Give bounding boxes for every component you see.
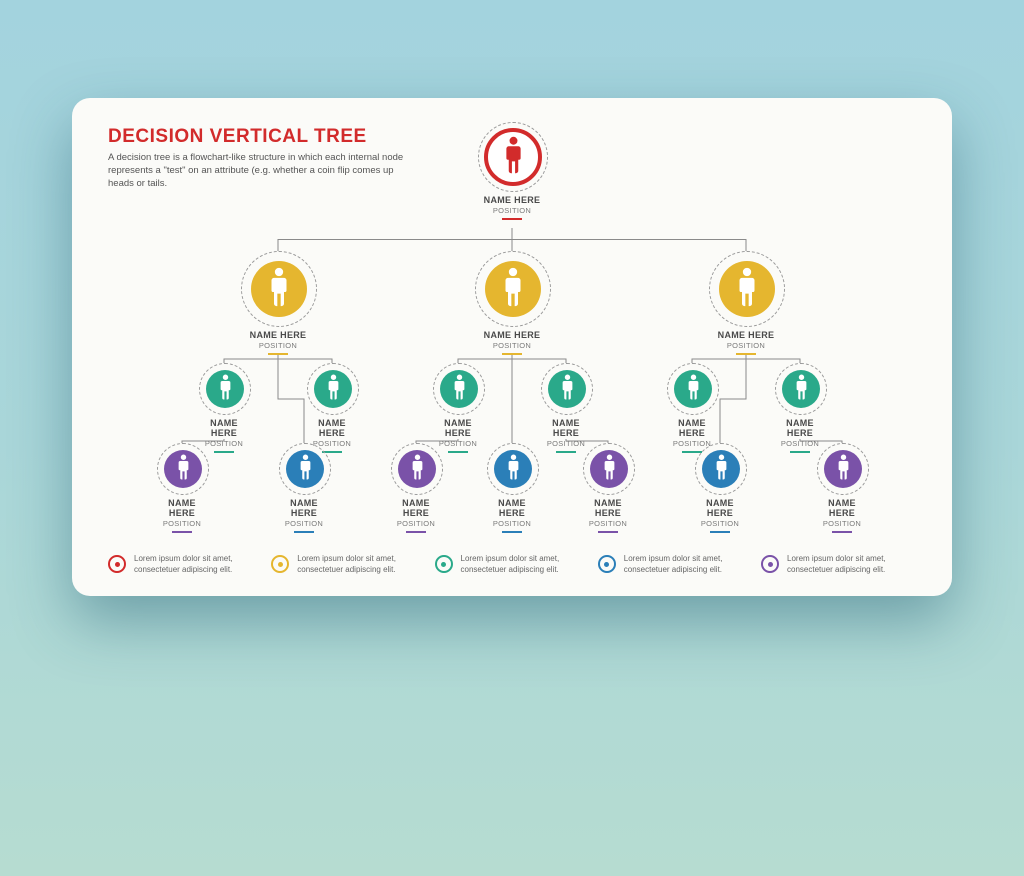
node-position: POSITION — [157, 519, 207, 528]
node-name: NAME HERE — [775, 418, 825, 438]
legend-text: Lorem ipsum dolor sit amet, consectetuer… — [461, 554, 590, 576]
tree-node: NAME HERE POSITION — [709, 251, 783, 355]
node-position: POSITION — [475, 341, 549, 350]
node-name: NAME HERE — [307, 418, 357, 438]
legend-item: Lorem ipsum dolor sit amet, consectetuer… — [271, 554, 426, 576]
node-name: NAME HERE — [478, 195, 546, 205]
legend-dot-icon — [598, 555, 616, 573]
tree-node: NAME HERE POSITION — [817, 443, 867, 533]
person-icon — [719, 261, 775, 317]
tree-node: NAME HERE POSITION — [775, 363, 825, 453]
node-position: POSITION — [478, 206, 546, 215]
node-underline — [790, 451, 810, 453]
node-underline — [556, 451, 576, 453]
tree-node: NAME HERE POSITION — [541, 363, 591, 453]
node-underline — [448, 451, 468, 453]
node-underline — [502, 531, 522, 533]
slide: DECISION VERTICAL TREE A decision tree i… — [72, 98, 952, 596]
person-icon — [494, 450, 532, 488]
node-name: NAME HERE — [487, 498, 537, 518]
tree-node: NAME HERE POSITION — [475, 251, 549, 355]
node-underline — [268, 353, 288, 355]
legend-text: Lorem ipsum dolor sit amet, consectetuer… — [134, 554, 263, 576]
node-underline — [710, 531, 730, 533]
node-name: NAME HERE — [475, 330, 549, 340]
person-icon — [314, 370, 352, 408]
node-underline — [502, 353, 522, 355]
node-position: POSITION — [583, 519, 633, 528]
node-name: NAME HERE — [157, 498, 207, 518]
legend-text: Lorem ipsum dolor sit amet, consectetuer… — [624, 554, 753, 576]
node-position: POSITION — [695, 519, 745, 528]
node-underline — [736, 353, 756, 355]
node-underline — [294, 531, 314, 533]
node-underline — [406, 531, 426, 533]
org-tree: NAME HERE POSITION NAME HERE POSITION NA… — [72, 98, 952, 596]
tree-node: NAME HERE POSITION — [487, 443, 537, 533]
person-icon — [286, 450, 324, 488]
tree-node: NAME HERE POSITION — [279, 443, 329, 533]
node-name: NAME HERE — [667, 418, 717, 438]
node-name: NAME HERE — [709, 330, 783, 340]
node-position: POSITION — [241, 341, 315, 350]
person-icon — [206, 370, 244, 408]
tree-node: NAME HERE POSITION — [667, 363, 717, 453]
legend: Lorem ipsum dolor sit amet, consectetuer… — [108, 554, 916, 576]
legend-dot-icon — [271, 555, 289, 573]
node-position: POSITION — [709, 341, 783, 350]
tree-node: NAME HERE POSITION — [583, 443, 633, 533]
node-position: POSITION — [279, 519, 329, 528]
person-icon — [440, 370, 478, 408]
node-underline — [214, 451, 234, 453]
person-icon — [674, 370, 712, 408]
person-icon — [251, 261, 307, 317]
node-position: POSITION — [487, 519, 537, 528]
node-name: NAME HERE — [391, 498, 441, 518]
node-position: POSITION — [391, 519, 441, 528]
node-name: NAME HERE — [817, 498, 867, 518]
node-name: NAME HERE — [583, 498, 633, 518]
tree-node: NAME HERE POSITION — [433, 363, 483, 453]
legend-item: Lorem ipsum dolor sit amet, consectetuer… — [108, 554, 263, 576]
legend-dot-icon — [761, 555, 779, 573]
legend-dot-icon — [435, 555, 453, 573]
node-name: NAME HERE — [695, 498, 745, 518]
node-underline — [172, 531, 192, 533]
person-icon — [164, 450, 202, 488]
person-icon — [782, 370, 820, 408]
legend-text: Lorem ipsum dolor sit amet, consectetuer… — [787, 554, 916, 576]
node-name: NAME HERE — [433, 418, 483, 438]
person-icon — [590, 450, 628, 488]
person-icon — [398, 450, 436, 488]
node-name: NAME HERE — [279, 498, 329, 518]
legend-item: Lorem ipsum dolor sit amet, consectetuer… — [435, 554, 590, 576]
tree-node: NAME HERE POSITION — [241, 251, 315, 355]
person-icon — [548, 370, 586, 408]
tree-node: NAME HERE POSITION — [157, 443, 207, 533]
node-name: NAME HERE — [199, 418, 249, 438]
legend-item: Lorem ipsum dolor sit amet, consectetuer… — [761, 554, 916, 576]
node-position: POSITION — [817, 519, 867, 528]
legend-dot-icon — [108, 555, 126, 573]
node-underline — [502, 218, 522, 220]
node-name: NAME HERE — [541, 418, 591, 438]
tree-node: NAME HERE POSITION — [307, 363, 357, 453]
person-icon — [485, 261, 541, 317]
person-icon — [702, 450, 740, 488]
person-icon — [484, 128, 542, 186]
tree-node: NAME HERE POSITION — [695, 443, 745, 533]
node-name: NAME HERE — [241, 330, 315, 340]
person-icon — [824, 450, 862, 488]
node-underline — [598, 531, 618, 533]
node-underline — [832, 531, 852, 533]
tree-node: NAME HERE POSITION — [199, 363, 249, 453]
tree-node: NAME HERE POSITION — [391, 443, 441, 533]
legend-item: Lorem ipsum dolor sit amet, consectetuer… — [598, 554, 753, 576]
tree-node: NAME HERE POSITION — [478, 122, 546, 220]
legend-text: Lorem ipsum dolor sit amet, consectetuer… — [297, 554, 426, 576]
